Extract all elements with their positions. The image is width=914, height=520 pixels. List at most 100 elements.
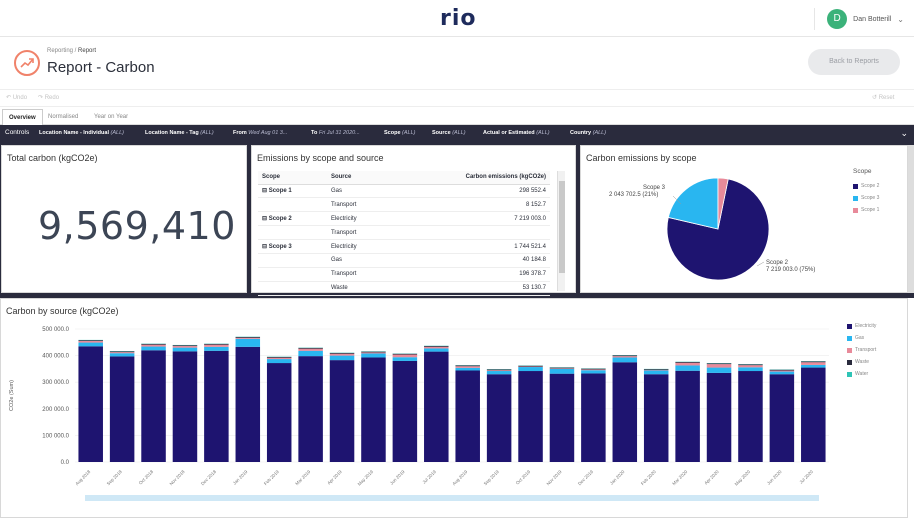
legend-item[interactable]: Electricity bbox=[847, 323, 876, 329]
bar-segment-transport[interactable] bbox=[801, 362, 826, 365]
bar-segment-transport[interactable] bbox=[455, 366, 480, 368]
filter-from[interactable]: From Wed Aug 01 3... bbox=[233, 130, 288, 136]
bar-segment-waste[interactable] bbox=[549, 367, 575, 369]
column-header[interactable]: Carbon emissions (kgCO2e) bbox=[388, 171, 550, 185]
bar-segment-transport[interactable] bbox=[141, 344, 166, 347]
breadcrumb-reporting[interactable]: Reporting bbox=[47, 48, 74, 54]
bar-segment-waste[interactable] bbox=[392, 353, 418, 355]
legend-item[interactable]: Scope 1 bbox=[853, 207, 879, 213]
bar-segment-transport[interactable] bbox=[266, 357, 292, 360]
tab-year-on-year[interactable]: Year on Year bbox=[94, 114, 129, 120]
bar-segment-electricity[interactable] bbox=[643, 374, 669, 462]
rio-logo[interactable]: rio bbox=[440, 6, 477, 31]
scope-cell[interactable]: ⊟ Scope 1 bbox=[258, 184, 327, 199]
bar-segment-waste[interactable] bbox=[769, 369, 795, 371]
bar-segment-transport[interactable] bbox=[361, 352, 386, 354]
column-header[interactable]: Scope bbox=[258, 171, 327, 185]
bar-segment-gas[interactable] bbox=[675, 365, 700, 371]
bar-segment-electricity[interactable] bbox=[769, 374, 795, 462]
bar-segment-waste[interactable] bbox=[235, 336, 261, 338]
legend-item[interactable]: Gas bbox=[847, 335, 876, 341]
bar-segment-transport[interactable] bbox=[738, 365, 763, 368]
filter-to[interactable]: To Fri Jul 31 2020... bbox=[311, 130, 360, 136]
bar-segment-gas[interactable] bbox=[612, 357, 638, 363]
filter-location-tag[interactable]: Location Name - Tag (ALL) bbox=[145, 130, 214, 136]
bar-segment-transport[interactable] bbox=[392, 354, 418, 358]
bar-segment-gas[interactable] bbox=[769, 371, 795, 375]
bar-segment-electricity[interactable] bbox=[424, 351, 449, 462]
chevron-down-icon[interactable]: ⌄ bbox=[900, 128, 908, 138]
bar-segment-waste[interactable] bbox=[675, 361, 700, 363]
bar-segment-transport[interactable] bbox=[549, 368, 575, 369]
bar-segment-gas[interactable] bbox=[172, 347, 198, 352]
bar-segment-transport[interactable] bbox=[486, 370, 512, 372]
undo-button[interactable]: ↶ Undo bbox=[6, 95, 28, 101]
filter-source[interactable]: Source (ALL) bbox=[432, 130, 466, 136]
legend-item[interactable]: Transport bbox=[847, 347, 876, 353]
bar-segment-transport[interactable] bbox=[612, 356, 638, 358]
bar-segment-gas[interactable] bbox=[738, 367, 763, 372]
bar-segment-waste[interactable] bbox=[612, 355, 638, 357]
bar-segment-gas[interactable] bbox=[235, 338, 261, 347]
bar-segment-transport[interactable] bbox=[78, 340, 103, 343]
bar-segment-electricity[interactable] bbox=[455, 370, 480, 462]
bar-segment-transport[interactable] bbox=[424, 346, 449, 349]
bar-segment-waste[interactable] bbox=[298, 347, 323, 349]
bar-segment-transport[interactable] bbox=[235, 337, 261, 339]
reset-button[interactable]: ↺ Reset bbox=[872, 95, 895, 101]
bar-segment-waste[interactable] bbox=[455, 365, 480, 367]
bar-segment-electricity[interactable] bbox=[581, 373, 606, 462]
bar-segment-gas[interactable] bbox=[643, 370, 669, 375]
filter-scope[interactable]: Scope (ALL) bbox=[384, 130, 416, 136]
chart-range-scrollbar[interactable] bbox=[85, 495, 819, 501]
bar-segment-waste[interactable] bbox=[643, 369, 669, 370]
bar-segment-waste[interactable] bbox=[172, 345, 198, 347]
bar-segment-gas[interactable] bbox=[581, 370, 606, 374]
bar-segment-electricity[interactable] bbox=[204, 350, 229, 462]
column-header[interactable]: Source bbox=[326, 171, 389, 185]
bar-segment-waste[interactable] bbox=[109, 351, 135, 353]
bar-segment-waste[interactable] bbox=[424, 346, 449, 347]
bar-segment-transport[interactable] bbox=[109, 352, 135, 354]
legend-item[interactable]: Water bbox=[847, 371, 876, 377]
bar-segment-electricity[interactable] bbox=[141, 350, 166, 462]
bar-segment-waste[interactable] bbox=[329, 352, 355, 354]
bar-segment-waste[interactable] bbox=[266, 356, 292, 358]
bar-segment-gas[interactable] bbox=[518, 367, 543, 372]
legend-item[interactable]: Scope 2 bbox=[853, 183, 879, 189]
pie-slice-scope-1[interactable] bbox=[717, 177, 729, 230]
table-scrollbar[interactable] bbox=[557, 171, 565, 291]
bar-segment-gas[interactable] bbox=[801, 364, 826, 368]
scope-cell[interactable]: ⊟ Scope 2 bbox=[258, 211, 327, 227]
bar-segment-waste[interactable] bbox=[738, 364, 763, 366]
bar-segment-electricity[interactable] bbox=[675, 370, 700, 462]
bar-segment-electricity[interactable] bbox=[298, 356, 323, 462]
bar-segment-transport[interactable] bbox=[329, 353, 355, 356]
back-to-reports-button[interactable]: Back to Reports bbox=[808, 49, 900, 75]
bar-segment-electricity[interactable] bbox=[172, 351, 198, 462]
bar-segment-electricity[interactable] bbox=[329, 360, 355, 462]
user-menu[interactable]: D Dan Botterill ⌄ bbox=[814, 8, 904, 30]
bar-segment-gas[interactable] bbox=[455, 367, 480, 371]
bar-segment-gas[interactable] bbox=[549, 368, 575, 374]
bar-segment-electricity[interactable] bbox=[706, 372, 732, 462]
scope-cell[interactable]: ⊟ Scope 3 bbox=[258, 239, 327, 254]
bar-segment-electricity[interactable] bbox=[78, 346, 103, 462]
bar-segment-transport[interactable] bbox=[769, 370, 795, 372]
redo-button[interactable]: ↷ Redo bbox=[38, 95, 60, 101]
bar-segment-gas[interactable] bbox=[329, 355, 355, 361]
tab-overview[interactable]: Overview bbox=[2, 109, 43, 125]
bar-segment-electricity[interactable] bbox=[486, 374, 512, 462]
filter-location-individual[interactable]: Location Name - Individual (ALL) bbox=[39, 130, 124, 136]
avatar[interactable]: D bbox=[827, 9, 848, 29]
filter-country[interactable]: Country (ALL) bbox=[570, 130, 607, 136]
legend-item[interactable]: Waste bbox=[847, 359, 876, 365]
bar-segment-gas[interactable] bbox=[78, 342, 103, 347]
bar-segment-transport[interactable] bbox=[518, 366, 543, 368]
bar-segment-electricity[interactable] bbox=[738, 371, 763, 462]
bar-segment-waste[interactable] bbox=[581, 368, 606, 370]
tab-normalised[interactable]: Normalised bbox=[48, 114, 79, 120]
bar-segment-gas[interactable] bbox=[392, 357, 418, 361]
bar-segment-waste[interactable] bbox=[204, 343, 229, 345]
bar-segment-transport[interactable] bbox=[675, 362, 700, 366]
